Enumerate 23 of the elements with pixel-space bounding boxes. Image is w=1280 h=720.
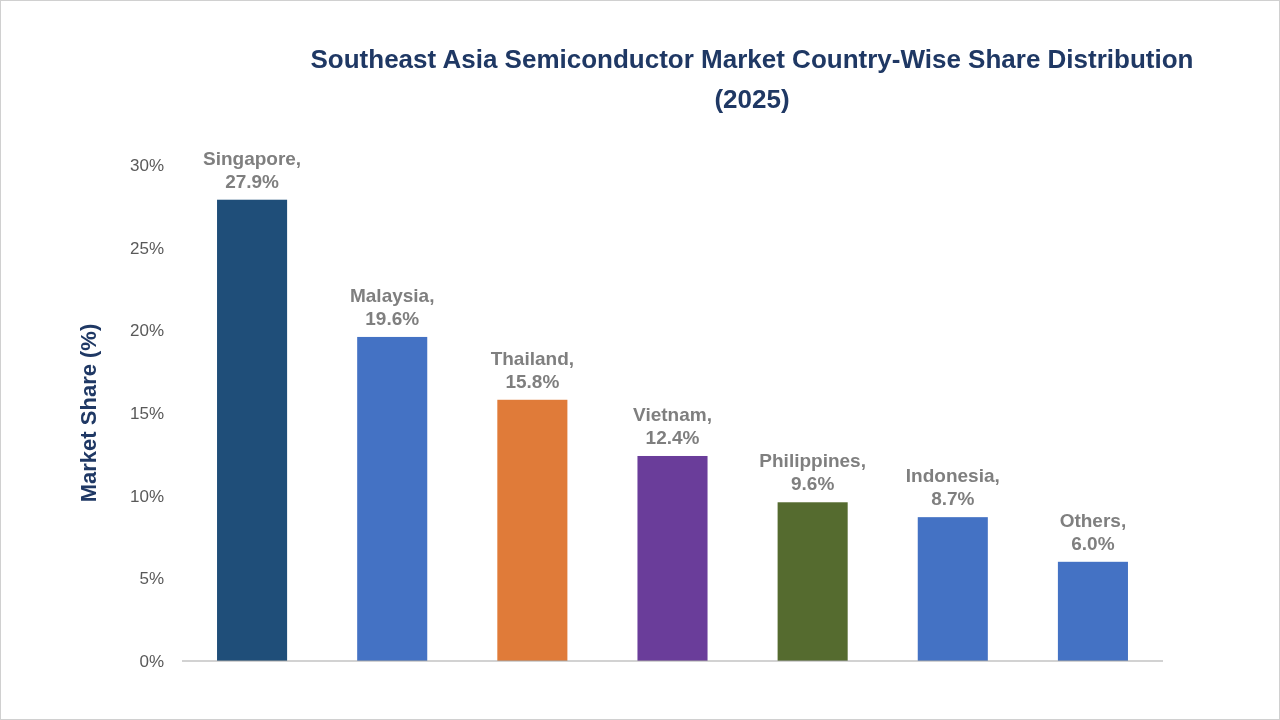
bar: [497, 399, 568, 661]
y-tick-label: 20%: [129, 321, 164, 341]
y-axis-title: Market Share (%): [76, 323, 101, 503]
y-tick-label: 25%: [129, 238, 164, 258]
data-label: Vietnam, 12.4%: [633, 403, 712, 448]
y-tick-label: 30%: [129, 155, 164, 175]
bar: [1057, 561, 1128, 661]
y-tick-label: 0%: [139, 651, 164, 671]
data-label: Thailand, 15.8%: [490, 347, 575, 392]
y-tick-label: 15%: [129, 403, 164, 423]
bar: [637, 455, 708, 661]
data-label: Singapore, 27.9%: [202, 147, 302, 192]
bar: [357, 336, 428, 661]
y-tick-label: 10%: [129, 486, 164, 506]
data-label: Malaysia, 19.6%: [349, 284, 435, 329]
bar: [777, 502, 848, 661]
chart-title: Southeast Asia Semiconductor Market Country-Wise Share Distribution (2025): [310, 44, 1194, 114]
data-label: Philippines, 9.6%: [759, 450, 866, 495]
bar: [217, 199, 288, 661]
y-tick-label: 5%: [139, 569, 164, 589]
bar: [917, 517, 988, 661]
data-label: Others, 6.0%: [1059, 509, 1127, 554]
data-label: Indonesia, 8.7%: [905, 465, 1000, 510]
